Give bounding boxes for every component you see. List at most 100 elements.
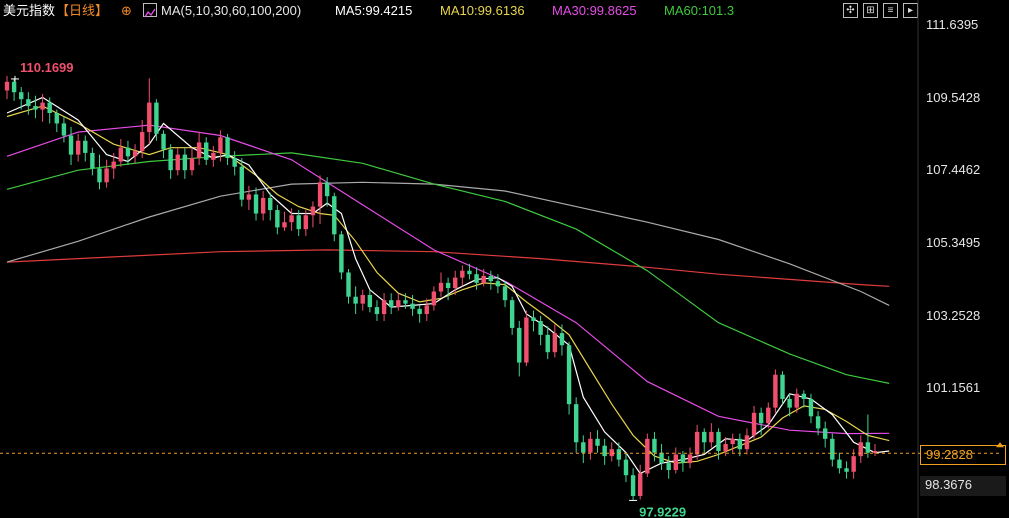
- ma30-value: MA30:99.8625: [552, 3, 637, 18]
- candle-down: [758, 412, 764, 424]
- candle-up: [438, 282, 444, 292]
- candle-up: [723, 444, 728, 451]
- candle-up: [310, 206, 316, 216]
- candle-up: [744, 435, 750, 450]
- instrument-title[interactable]: 美元指数: [3, 3, 56, 18]
- candle-down: [346, 272, 351, 297]
- candle-down: [559, 333, 565, 346]
- candle-up: [139, 132, 145, 152]
- candle-up: [381, 300, 387, 315]
- candle-up: [303, 215, 309, 230]
- indicator-icon[interactable]: ≡: [883, 3, 898, 18]
- candle-up: [460, 270, 465, 278]
- candle-up: [694, 431, 700, 455]
- y-tick-label: 111.6395: [926, 17, 979, 32]
- candle-down: [61, 123, 67, 136]
- candle-down: [566, 345, 572, 405]
- candle-up: [40, 102, 45, 110]
- candle-down: [125, 147, 131, 157]
- candle-up: [246, 194, 252, 200]
- candle-down: [168, 149, 173, 171]
- candle-down: [474, 274, 479, 283]
- ma-chart-icon[interactable]: [143, 3, 157, 18]
- settings-circle-icon[interactable]: ⊕: [121, 3, 132, 18]
- candle-up: [317, 182, 323, 207]
- candle-up: [638, 473, 643, 497]
- chart-header: 美元指数 【日线】 ⊕ MA(5,10,30,60,100,200) MA5:9…: [0, 0, 1009, 22]
- candle-down: [353, 296, 358, 304]
- candle-down: [47, 102, 52, 114]
- candle-down: [531, 317, 536, 321]
- crosshair-icon[interactable]: ✣: [843, 3, 858, 18]
- candle-down: [83, 140, 88, 153]
- candle-up: [858, 442, 863, 457]
- y-tick-label: 101.1561: [926, 380, 981, 396]
- ma100-line: [6, 181, 890, 306]
- candle-down: [54, 113, 60, 124]
- candle-up: [524, 317, 529, 363]
- candle-down: [467, 270, 472, 275]
- candle-up: [588, 438, 593, 453]
- candle-up: [282, 222, 287, 228]
- candle-down: [204, 142, 209, 160]
- ma60-line: [6, 152, 890, 384]
- candle-down: [616, 449, 622, 460]
- candle-down: [97, 168, 102, 183]
- candle-down: [154, 102, 159, 134]
- ma10-value: MA10:99.6136: [440, 3, 525, 18]
- bottom-price-box: 98.3676: [920, 476, 1006, 496]
- candle-down: [324, 182, 330, 197]
- candle-up: [794, 393, 799, 408]
- high-price-label: 110.1699: [20, 60, 74, 75]
- candle-down: [517, 327, 522, 363]
- candle-up: [260, 197, 266, 214]
- candle-down: [68, 135, 74, 155]
- candle-up: [851, 456, 856, 472]
- candle-down: [702, 431, 707, 443]
- candle-down: [403, 300, 408, 304]
- candle-up: [211, 152, 216, 160]
- candle-up: [872, 450, 878, 453]
- current-price-value: 99.2828: [926, 447, 973, 462]
- candle-down: [225, 137, 230, 159]
- candle-up: [645, 438, 650, 474]
- candle-up: [431, 291, 437, 306]
- bottom-price-value: 98.3676: [925, 477, 972, 492]
- candle-down: [844, 468, 849, 472]
- y-tick-label: 109.5428: [926, 89, 981, 105]
- candle-down: [780, 374, 785, 399]
- candle-up: [453, 277, 458, 289]
- ma60-value: MA60:101.3: [664, 3, 735, 18]
- candle-down: [26, 99, 31, 107]
- candle-down: [509, 300, 515, 328]
- candle-down: [19, 92, 24, 100]
- candle-up: [766, 407, 771, 424]
- y-tick-label: 107.4462: [926, 162, 981, 178]
- candle-down: [837, 459, 842, 469]
- candle-up: [673, 454, 678, 471]
- candle-down: [388, 300, 394, 308]
- candle-down: [182, 154, 188, 171]
- candle-down: [90, 152, 95, 169]
- candle-up: [481, 275, 486, 283]
- ma5-line: [6, 96, 890, 475]
- candle-down: [445, 282, 451, 289]
- candle-down: [623, 459, 629, 476]
- candle-down: [502, 286, 508, 301]
- candle-down: [822, 428, 828, 439]
- candle-up: [360, 294, 365, 304]
- candle-down: [332, 196, 337, 235]
- candle-down: [239, 166, 244, 200]
- compare-icon[interactable]: ⊞: [863, 3, 878, 18]
- period-label[interactable]: 【日线】: [56, 3, 109, 18]
- candle-down: [573, 404, 579, 443]
- candle-down: [268, 197, 273, 211]
- candle-up: [218, 137, 223, 153]
- candle-down: [11, 81, 17, 93]
- candle-down: [815, 416, 821, 429]
- candle-down: [865, 442, 871, 453]
- candle-down: [232, 158, 237, 167]
- candle-down: [495, 281, 501, 287]
- candle-down: [716, 431, 721, 451]
